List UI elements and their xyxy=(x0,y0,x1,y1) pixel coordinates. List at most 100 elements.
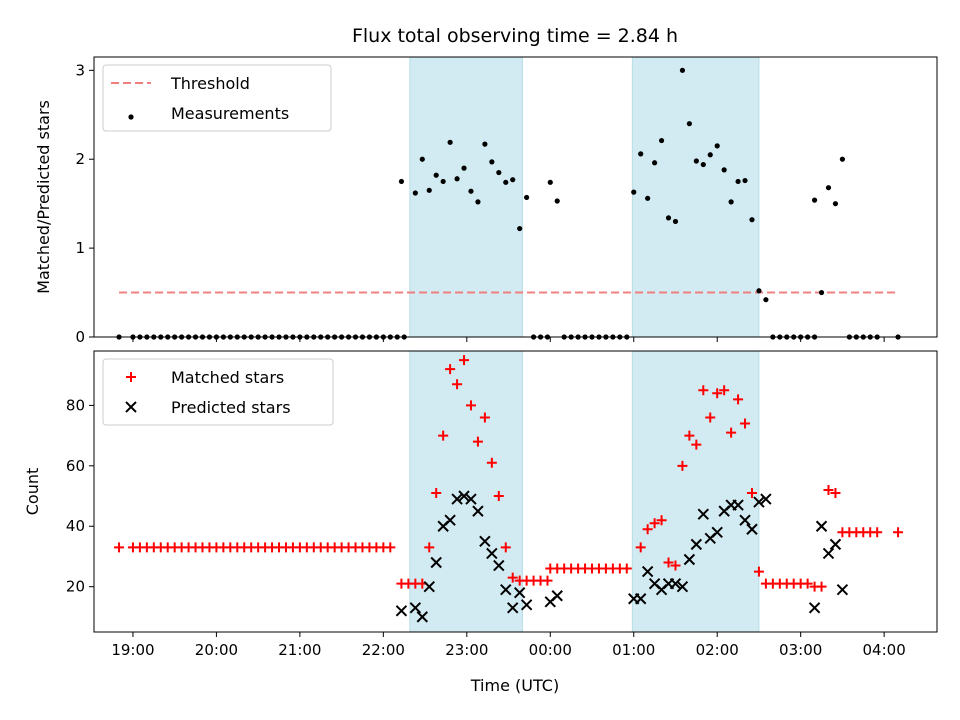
data-point xyxy=(658,137,665,144)
data-point xyxy=(677,460,688,471)
data-point xyxy=(486,547,498,560)
data-point xyxy=(728,199,734,205)
data-point xyxy=(836,583,849,596)
data-point xyxy=(547,179,553,185)
data-point xyxy=(503,179,509,185)
data-point xyxy=(753,496,765,508)
legend-box xyxy=(102,358,334,426)
data-point xyxy=(746,523,758,535)
data-point xyxy=(663,557,674,568)
data-point xyxy=(642,524,653,535)
y-axis-label: Matched/Predicted stars xyxy=(34,100,53,294)
legend-marker xyxy=(126,372,136,382)
data-point xyxy=(726,427,737,438)
data-point xyxy=(815,520,828,532)
data-point xyxy=(542,575,553,586)
data-point xyxy=(621,563,632,574)
y-axis-label: Count xyxy=(23,468,42,516)
x-tick-label: 00:00 xyxy=(529,641,572,659)
data-point xyxy=(670,560,681,571)
data-point xyxy=(693,158,699,164)
data-point xyxy=(649,518,660,529)
data-point xyxy=(638,151,644,157)
data-point xyxy=(714,143,720,149)
data-point xyxy=(424,542,435,553)
data-point xyxy=(733,394,744,405)
data-point xyxy=(554,198,560,204)
data-point xyxy=(489,159,495,165)
data-point xyxy=(749,217,755,223)
data-point xyxy=(816,581,827,592)
data-point xyxy=(742,177,748,184)
y-tick-label: 40 xyxy=(66,517,85,535)
data-point xyxy=(431,488,442,499)
data-point xyxy=(684,430,695,441)
data-point xyxy=(645,195,651,201)
data-point xyxy=(698,385,709,396)
data-point xyxy=(672,218,679,225)
data-point xyxy=(735,178,741,185)
data-point xyxy=(472,505,484,517)
data-point xyxy=(447,139,453,145)
data-point xyxy=(669,577,682,590)
data-point xyxy=(461,165,467,171)
data-point xyxy=(500,583,512,596)
legend-label: Measurements xyxy=(171,104,289,123)
legend-label: Threshold xyxy=(170,74,250,93)
data-point xyxy=(507,572,518,583)
data-point xyxy=(740,418,751,429)
data-point xyxy=(385,542,396,553)
data-point xyxy=(496,169,502,176)
data-point xyxy=(423,580,435,593)
data-point xyxy=(763,297,769,303)
data-point xyxy=(822,547,835,560)
x-tick-label: 20:00 xyxy=(195,641,238,659)
data-point xyxy=(634,593,647,605)
data-point xyxy=(746,488,757,499)
axes-frame xyxy=(93,350,938,633)
data-point xyxy=(438,430,449,441)
data-point xyxy=(679,67,686,73)
y-tick-label: 60 xyxy=(66,457,85,475)
data-point xyxy=(686,121,692,127)
legend-label: Predicted stars xyxy=(171,398,291,417)
data-point xyxy=(631,189,637,195)
data-point xyxy=(412,190,418,196)
data-point xyxy=(468,188,474,194)
data-point xyxy=(712,388,723,399)
highlight-span xyxy=(631,56,760,338)
data-point xyxy=(656,515,667,526)
data-point xyxy=(486,457,497,468)
data-point xyxy=(430,556,442,569)
x-tick-label: 04:00 xyxy=(863,641,906,659)
data-point xyxy=(893,527,904,538)
data-point xyxy=(641,565,654,578)
data-point xyxy=(459,355,470,366)
data-point xyxy=(458,490,470,502)
data-point xyxy=(700,161,706,168)
legend-marker xyxy=(128,114,134,120)
data-point xyxy=(433,172,439,178)
y-tick-label: 20 xyxy=(66,578,85,596)
data-point xyxy=(409,602,422,614)
data-point xyxy=(451,493,463,505)
data-point xyxy=(395,605,408,617)
data-point xyxy=(829,538,842,551)
data-point xyxy=(551,590,563,602)
data-point xyxy=(756,288,762,294)
data-point xyxy=(114,542,125,553)
y-tick-label: 0 xyxy=(75,328,85,346)
x-tick-label: 21:00 xyxy=(278,641,321,659)
data-point xyxy=(440,178,446,185)
highlight-span xyxy=(409,56,523,338)
data-point xyxy=(513,587,526,599)
data-point xyxy=(665,215,672,221)
data-point xyxy=(493,559,505,572)
data-point xyxy=(465,493,477,505)
data-point xyxy=(517,225,523,232)
data-point xyxy=(705,412,716,423)
legend-label: Matched stars xyxy=(171,368,284,387)
y-tick-label: 1 xyxy=(75,239,85,257)
data-point xyxy=(721,167,727,173)
data-point xyxy=(676,580,689,593)
